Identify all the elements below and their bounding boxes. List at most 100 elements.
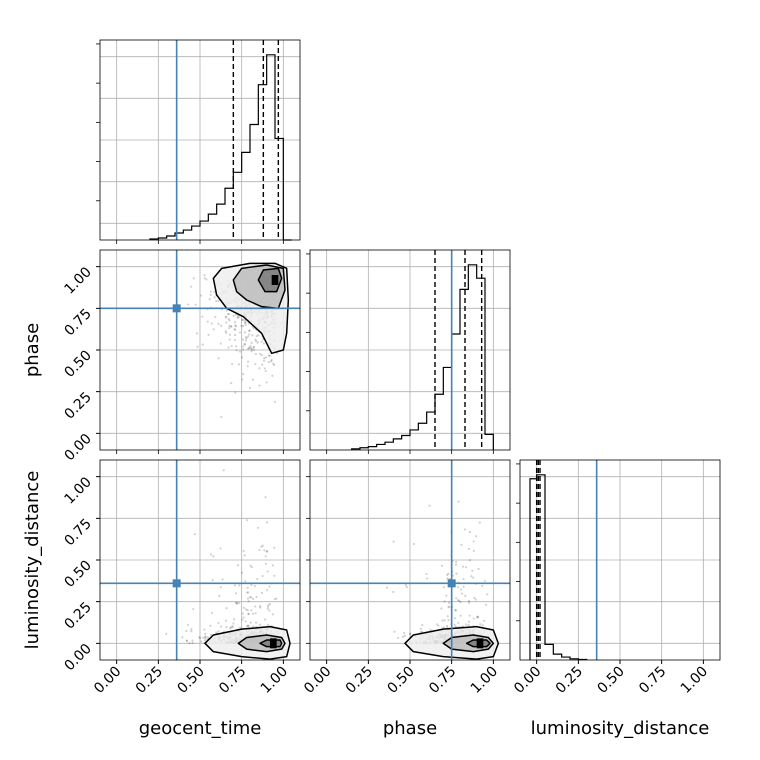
sample-point [468, 559, 471, 562]
sample-point [467, 620, 470, 623]
sample-point [202, 636, 205, 639]
sample-point [204, 635, 207, 638]
sample-point [271, 613, 275, 616]
y-axis-label: phase [22, 323, 43, 377]
y-tick-label: 1.00 [61, 264, 94, 297]
sample-point [473, 596, 476, 600]
sample-point [235, 601, 238, 604]
sample-point [260, 591, 264, 594]
sample-point [246, 591, 249, 594]
sample-point [249, 564, 252, 567]
sample-point [213, 296, 216, 299]
sample-point [225, 321, 228, 324]
sample-point [462, 585, 465, 588]
sample-point [207, 333, 210, 336]
sample-point [230, 344, 233, 348]
sample-point [440, 564, 444, 567]
sample-point [264, 496, 267, 499]
sample-point [185, 639, 188, 642]
sample-point [250, 347, 253, 350]
sample-point [270, 358, 273, 362]
sample-point [228, 312, 231, 316]
contour-line-level-1 [404, 625, 500, 660]
sample-point [220, 324, 223, 327]
x-tick-label: 0.25 [133, 664, 166, 697]
x-axis-label: geocent_time [139, 718, 262, 739]
sample-point [271, 374, 274, 377]
x-tick-label: 0.00 [301, 664, 334, 697]
sample-point [198, 637, 202, 640]
sample-point [237, 601, 241, 605]
sample-point [194, 303, 197, 306]
sample-point [242, 549, 245, 552]
sample-point [237, 316, 240, 319]
sample-point [244, 336, 248, 339]
sample-point [250, 350, 253, 353]
sample-point [231, 626, 234, 629]
sample-point [230, 382, 233, 385]
sample-point [267, 354, 271, 357]
sample-point [237, 363, 241, 366]
sample-point [205, 278, 208, 281]
sample-point [483, 580, 486, 583]
sample-point [219, 625, 223, 628]
x-tick-label: 0.50 [384, 664, 417, 697]
sample-point [190, 285, 193, 288]
sample-point [250, 348, 254, 351]
sample-point [203, 274, 206, 277]
x-tick-label: 0.75 [216, 664, 249, 697]
sample-point [266, 607, 269, 610]
sample-point [463, 528, 467, 531]
sample-point [455, 597, 458, 600]
sample-point [236, 316, 239, 319]
sample-point [244, 620, 247, 623]
sample-point [188, 642, 191, 645]
sample-point [220, 415, 223, 419]
sample-point [245, 625, 249, 628]
sample-point [246, 360, 250, 363]
sample-point [272, 362, 275, 365]
sample-point [472, 617, 475, 620]
sample-point [454, 563, 458, 566]
sample-point [240, 571, 244, 574]
sample-point [481, 584, 484, 588]
sample-point [186, 623, 190, 626]
sample-point [468, 601, 471, 604]
sample-point [206, 636, 210, 639]
sample-point [185, 640, 188, 643]
sample-point [219, 547, 222, 550]
sample-point [464, 566, 468, 569]
sample-point [246, 335, 250, 338]
sample-point [233, 584, 237, 587]
sample-point [264, 562, 267, 565]
sample-point [192, 277, 195, 280]
sample-point [213, 290, 216, 293]
sample-point [234, 325, 238, 328]
sample-point [225, 626, 228, 629]
sample-point [247, 624, 250, 628]
sample-point [195, 332, 199, 335]
sample-point [242, 606, 246, 609]
sample-point [250, 341, 253, 344]
sample-point [457, 586, 460, 589]
x-tick-label: 0.50 [174, 664, 207, 697]
sample-point [263, 367, 267, 370]
sample-point [447, 572, 450, 575]
sample-point [441, 619, 444, 622]
sample-point [265, 521, 269, 524]
sample-point [258, 623, 262, 626]
sample-point [228, 333, 232, 336]
sample-point [209, 624, 212, 627]
sample-point [235, 345, 238, 348]
sample-point [446, 577, 449, 580]
sample-point [403, 634, 406, 637]
sample-point [203, 639, 207, 642]
sample-point [454, 609, 457, 612]
y-tick-label: 0.50 [61, 558, 94, 591]
sample-point [249, 621, 252, 624]
contour-line-level-2 [237, 634, 286, 653]
sample-point [248, 596, 252, 599]
density-panel-phase-luminosity_distance: 0.00 0.25 0.50 0.75 1.00 phase [301, 459, 511, 739]
sample-point [234, 328, 237, 331]
